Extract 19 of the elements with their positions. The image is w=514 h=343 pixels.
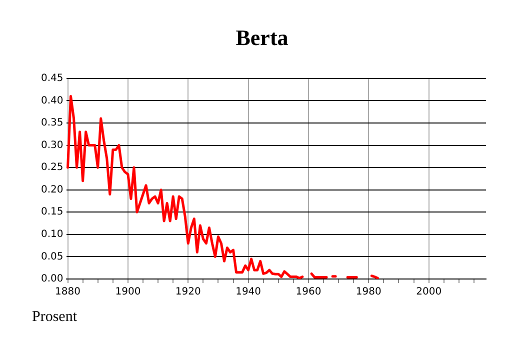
x-tick-label: 2000 <box>416 286 442 298</box>
y-tick-label: 0.40 <box>41 95 64 106</box>
x-tick-label: 1900 <box>115 286 141 298</box>
y-tick-label: 0.35 <box>41 118 64 129</box>
y-tick-label: 0.05 <box>41 251 64 262</box>
y-tick-label: 0.10 <box>41 229 64 240</box>
x-tick-label: 1880 <box>55 286 80 298</box>
chart-title: Berta <box>236 24 288 50</box>
y-axis-title: Prosent <box>32 309 77 326</box>
x-tick-label: 1980 <box>356 286 382 298</box>
y-tick-label: 0.25 <box>41 162 64 174</box>
x-tick-label: 1960 <box>296 286 322 298</box>
y-tick-label: 0.30 <box>41 140 64 151</box>
y-tick-label: 0.20 <box>41 184 64 196</box>
x-tick-label: 1940 <box>236 286 262 298</box>
y-tick-label: 0.45 <box>41 72 64 84</box>
y-tick-label: 0.00 <box>41 274 64 285</box>
x-tick-label: 1920 <box>175 286 201 298</box>
y-tick-label: 0.15 <box>41 206 64 218</box>
